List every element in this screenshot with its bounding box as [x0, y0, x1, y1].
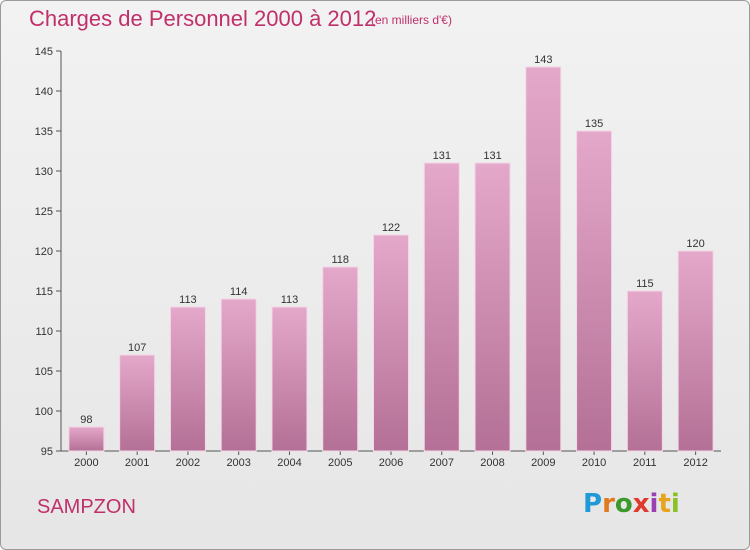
y-tick-label: 120 [35, 246, 53, 258]
proxiti-logo[interactable]: Proxiti [583, 489, 680, 519]
x-tick-label-2008: 2008 [480, 457, 504, 469]
y-tick-label: 135 [35, 126, 53, 138]
bar-2001 [119, 354, 156, 452]
data-label-2004: 113 [281, 294, 299, 306]
logo-letter: t [658, 489, 671, 519]
chart-subtitle: (en milliers d'€) [371, 13, 452, 27]
chart-title: Charges de Personnel 2000 à 2012 [29, 6, 377, 31]
x-tick-label-2011: 2011 [633, 457, 657, 469]
y-tick-label: 105 [35, 366, 53, 378]
x-tick-label-2010: 2010 [582, 457, 606, 469]
axes: 95 100 105 110 115 120 125 130 135 140 145 2000 2001… [35, 46, 721, 469]
data-label-2012: 120 [686, 238, 704, 250]
bar-2004 [271, 306, 308, 452]
bar-2005 [322, 266, 359, 452]
y-tick-label: 115 [35, 286, 53, 298]
logo-letter: r [602, 489, 615, 519]
data-label-2001: 107 [128, 342, 146, 354]
bar-2009 [525, 66, 562, 452]
data-label-2009: 143 [534, 54, 552, 66]
logo-letter: i [649, 489, 659, 519]
bar-2000 [68, 426, 105, 452]
data-label-2007: 131 [433, 150, 451, 162]
logo-letter: o [614, 489, 633, 519]
data-label-2003: 114 [230, 286, 248, 298]
x-tick-label-2003: 2003 [226, 457, 250, 469]
x-tick-label-2005: 2005 [328, 457, 352, 469]
bar-2012 [677, 250, 714, 452]
data-label-2006: 122 [382, 222, 400, 234]
y-tick-label: 95 [41, 446, 53, 458]
x-tick-label-2000: 2000 [74, 457, 98, 469]
commune-name: SAMPZON [37, 496, 136, 518]
labels: 98 107 113 114 113 118 122 131 131 143 135 115 120 [80, 54, 705, 426]
bar-2011 [626, 290, 663, 452]
x-tick-label-2012: 2012 [683, 457, 707, 469]
bar-2002 [169, 306, 206, 452]
x-tick-label-2006: 2006 [379, 457, 403, 469]
x-tick-label-2002: 2002 [176, 457, 200, 469]
y-tick-label: 125 [35, 206, 53, 218]
bar-2010 [576, 130, 613, 452]
bar-2008 [474, 162, 511, 452]
x-tick-label-2001: 2001 [125, 457, 149, 469]
bar-2007 [423, 162, 460, 452]
x-tick-label-2004: 2004 [277, 457, 301, 469]
data-label-2011: 115 [636, 278, 654, 290]
y-tick-label: 100 [35, 406, 53, 418]
y-tick-label: 130 [35, 166, 53, 178]
bars [68, 66, 714, 452]
data-label-2008: 131 [483, 150, 501, 162]
data-label-2000: 98 [80, 414, 92, 426]
y-tick-label: 110 [35, 326, 53, 338]
logo-letter: P [583, 489, 603, 519]
x-tick-label-2009: 2009 [531, 457, 555, 469]
data-label-2010: 135 [585, 118, 603, 130]
y-tick-label: 145 [35, 46, 53, 58]
bar-2006 [373, 234, 409, 452]
logo-letter: x [632, 489, 650, 519]
x-tick-label-2007: 2007 [430, 457, 454, 469]
logo-letter: i [670, 489, 680, 519]
bar-2003 [220, 298, 257, 452]
data-label-2005: 118 [331, 254, 349, 266]
y-tick-label: 140 [35, 86, 53, 98]
data-label-2002: 113 [179, 294, 197, 306]
